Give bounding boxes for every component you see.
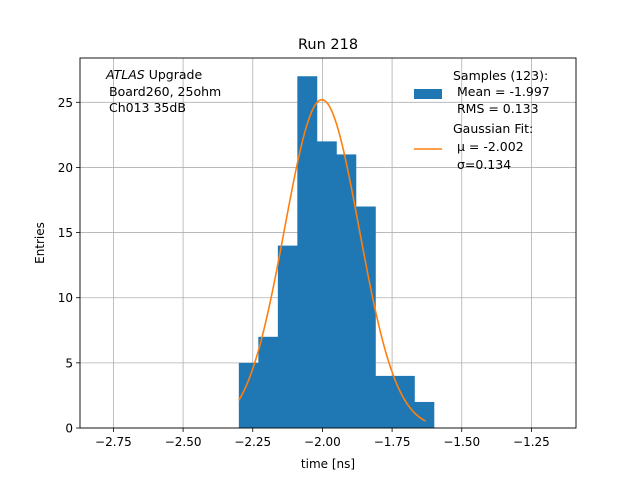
x-tick-label: −2.00 xyxy=(304,435,341,449)
gaussian-fit-curve xyxy=(238,98,426,422)
histogram-bar xyxy=(394,375,415,428)
x-tick-label: −2.25 xyxy=(234,435,271,449)
y-tick-label: 20 xyxy=(58,161,73,175)
legend: Samples (123): Mean = -1.997 RMS = 0.133… xyxy=(414,68,550,172)
histogram-bar xyxy=(336,154,357,428)
legend-histogram-title: Samples (123): xyxy=(453,68,548,83)
x-axis-label: time [ns] xyxy=(301,457,355,471)
annotation-line-2: Board260, 25ohm xyxy=(109,84,221,99)
y-tick-label: 0 xyxy=(65,422,73,436)
histogram-bar xyxy=(277,245,298,428)
histogram-bars xyxy=(238,76,435,428)
annotation-upgrade: Upgrade xyxy=(145,67,203,82)
x-tick-label: −2.50 xyxy=(165,435,202,449)
legend-histogram-mean: Mean = -1.997 xyxy=(453,84,550,99)
y-tick-label: 15 xyxy=(58,226,73,240)
x-tick-label: −1.75 xyxy=(374,435,411,449)
histogram-bar xyxy=(238,362,259,428)
y-tick-label: 25 xyxy=(58,96,73,110)
y-tick-label: 5 xyxy=(65,356,73,370)
annotation-atlas: ATLAS xyxy=(105,67,145,82)
annotation-line-1: ATLAS Upgrade xyxy=(105,67,202,82)
plot-frame xyxy=(79,57,577,429)
y-tick-label: 10 xyxy=(58,291,73,305)
histogram-bar xyxy=(258,336,279,428)
histogram-bar xyxy=(355,206,376,428)
y-axis-ticks: 0 5 10 15 20 25 xyxy=(58,96,80,436)
legend-fit-title: Gaussian Fit: xyxy=(453,121,533,136)
legend-histogram-rms: RMS = 0.133 xyxy=(453,101,539,116)
y-axis-label: Entries xyxy=(33,222,47,264)
annotation-line-3: Ch013 35dB xyxy=(109,100,186,115)
x-axis-ticks: −2.75 −2.50 −2.25 −2.00 −1.75 −1.50 −1.25 xyxy=(95,428,550,449)
histogram-bar xyxy=(297,76,318,428)
x-tick-label: −1.50 xyxy=(443,435,480,449)
histogram-bar xyxy=(316,141,337,428)
histogram-bar xyxy=(375,375,396,428)
legend-histogram-swatch xyxy=(414,89,442,99)
atlas-annotation: ATLAS Upgrade Board260, 25ohm Ch013 35dB xyxy=(105,67,221,115)
legend-fit-mu: μ = -2.002 xyxy=(453,139,524,154)
legend-fit-sigma: σ=0.134 xyxy=(453,157,511,172)
x-tick-label: −1.25 xyxy=(513,435,550,449)
chart-title: Run 218 xyxy=(298,37,358,53)
histogram-bar xyxy=(414,401,435,428)
x-tick-label: −2.75 xyxy=(95,435,132,449)
